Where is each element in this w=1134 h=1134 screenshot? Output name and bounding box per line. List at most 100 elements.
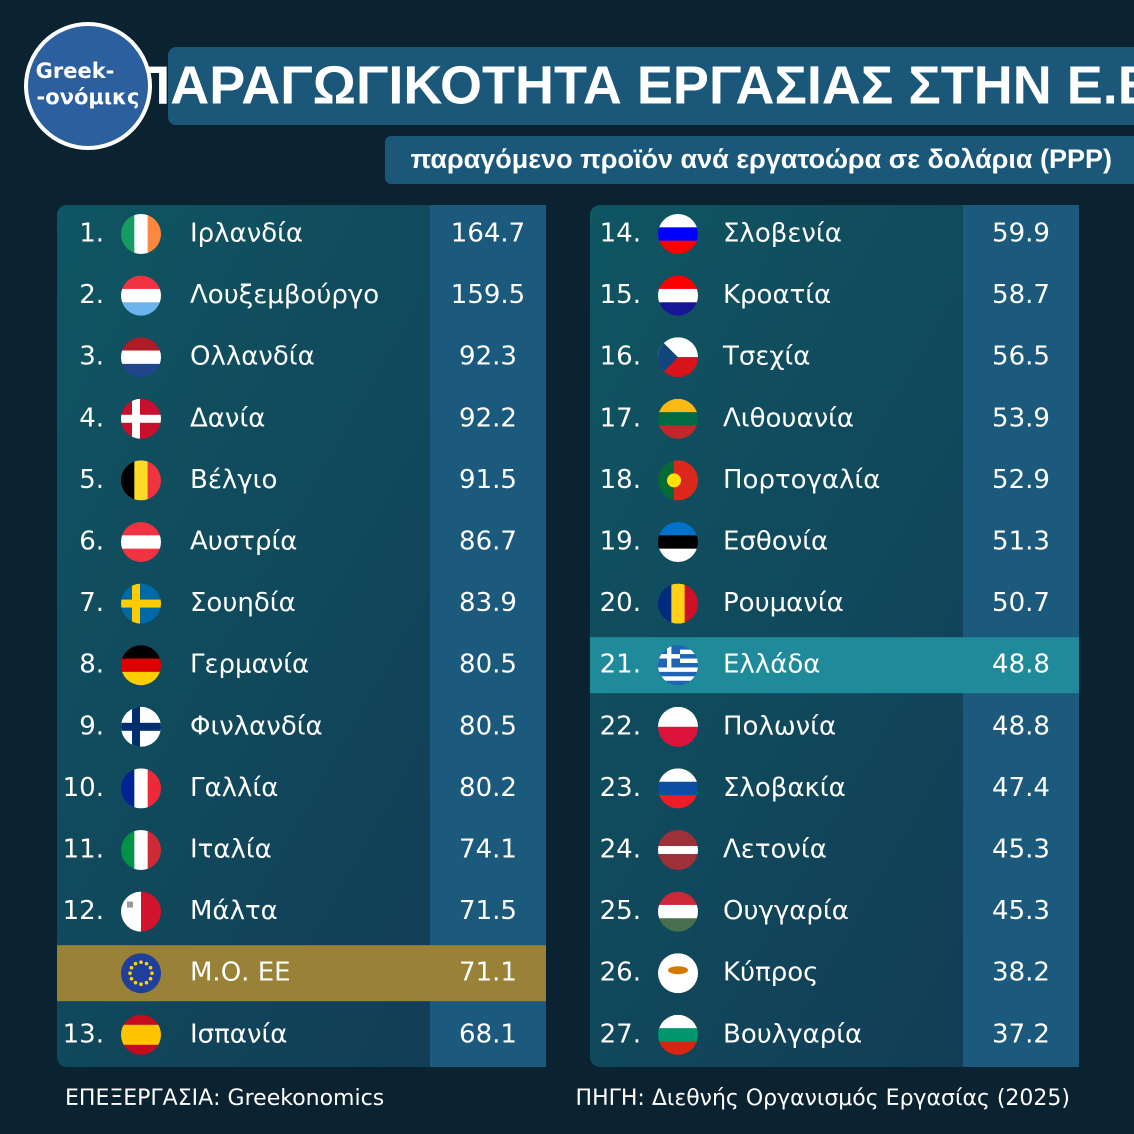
country: Μάλτα — [190, 896, 278, 926]
flag — [121, 768, 161, 809]
flag-stripe — [121, 522, 161, 536]
flag-emblem — [667, 473, 681, 488]
value: 48.8 — [992, 650, 1050, 680]
flag — [658, 891, 698, 932]
flag-stripe — [658, 522, 698, 536]
value: 71.1 — [459, 958, 517, 988]
flag — [121, 337, 161, 378]
flag-stripe — [147, 214, 161, 254]
value: 74.1 — [459, 835, 517, 865]
rank: 5. — [79, 465, 104, 495]
rank: 7. — [79, 588, 104, 618]
flag — [658, 583, 698, 624]
flag-stripe — [121, 891, 141, 932]
subtitle-bar — [385, 136, 1134, 184]
flag-star — [148, 976, 153, 981]
flag-stripe — [658, 398, 698, 413]
rank: 1. — [79, 219, 104, 249]
flag — [121, 645, 161, 686]
flag-bg — [121, 953, 161, 994]
country: Αυστρία — [190, 527, 297, 557]
rank: 21. — [600, 650, 641, 680]
flag-stripe — [658, 904, 698, 919]
flag-stripe — [658, 1014, 698, 1029]
flag-stripe — [121, 548, 161, 562]
flag-stripe — [134, 830, 149, 870]
rank: 9. — [79, 711, 104, 741]
flag — [121, 460, 161, 501]
logo: Greek- -ονόμικς — [24, 22, 152, 150]
value: 56.5 — [992, 342, 1050, 372]
flag-star — [129, 965, 134, 970]
flag-star — [150, 971, 154, 975]
rank: 10. — [63, 773, 104, 803]
country: Λουξεμβούργο — [190, 280, 379, 310]
rank: 17. — [600, 403, 641, 433]
flag-stripe — [134, 214, 149, 254]
country: Γερμανία — [190, 650, 309, 680]
flag-stripe — [121, 460, 135, 501]
title: ΠΑΡΑΓΩΓΙΚΟΤΗΤΑ ΕΡΓΑΣΙΑΣ ΣΤΗΝ Ε.Ε. — [131, 55, 1134, 115]
flag-stripe — [121, 830, 135, 870]
flag — [121, 1014, 161, 1055]
country: Ολλανδία — [190, 342, 315, 372]
flag-star — [139, 960, 143, 964]
flag-stripe — [121, 350, 161, 365]
flag-stripe — [121, 768, 135, 809]
value: 52.9 — [992, 465, 1050, 495]
value: 38.2 — [992, 958, 1050, 988]
value: 86.7 — [459, 527, 517, 557]
logo-text: Greek- — [36, 59, 115, 83]
value: 91.5 — [459, 465, 517, 495]
flag-stripe — [134, 768, 149, 809]
rank: 12. — [63, 896, 104, 926]
flag-star — [139, 982, 143, 986]
flag — [658, 645, 698, 686]
value: 80.5 — [459, 650, 517, 680]
country: Ουγγαρία — [723, 896, 849, 926]
flag-stripe — [658, 460, 674, 501]
value: 92.2 — [459, 403, 517, 433]
flag — [658, 706, 698, 747]
subtitle: παραγόμενο προϊόν ανά εργατοώρα σε δολάρ… — [410, 144, 1112, 174]
country: Τσεχία — [722, 342, 810, 372]
flag-stripe — [658, 548, 698, 562]
rank: 19. — [600, 527, 641, 557]
flag — [121, 891, 161, 932]
flag-star — [144, 980, 149, 985]
value: 92.3 — [459, 342, 517, 372]
flag-stripe — [658, 918, 698, 932]
flag-stripe — [658, 1028, 698, 1042]
flag-stripe — [658, 726, 698, 747]
flag — [658, 522, 698, 562]
flag — [121, 706, 161, 747]
flag-star — [129, 976, 134, 981]
country: Ιρλανδία — [190, 219, 303, 249]
flag-stripe — [147, 768, 161, 809]
flag-stripe — [121, 288, 161, 303]
flag-stripe — [658, 227, 698, 242]
flag-stripe — [121, 1014, 161, 1026]
flag-stripe — [658, 891, 698, 906]
value: 45.3 — [992, 896, 1050, 926]
flag — [658, 460, 698, 501]
rank: 25. — [600, 896, 641, 926]
flag-stripe — [658, 425, 698, 439]
logo-text: -ονόμικς — [37, 85, 140, 109]
rank: 13. — [63, 1019, 104, 1049]
flag-stripe — [671, 583, 686, 624]
rank: 20. — [600, 588, 641, 618]
flag — [121, 953, 161, 994]
rank: 26. — [600, 958, 641, 988]
rank: 2. — [79, 280, 104, 310]
country: Ισπανία — [190, 1019, 287, 1049]
flag-stripe — [147, 830, 161, 870]
flag-stripe — [147, 460, 161, 501]
flag-stripe — [658, 768, 698, 783]
country: Φινλανδία — [190, 711, 323, 741]
value: 45.3 — [992, 835, 1050, 865]
flag — [658, 214, 698, 254]
country: Κροατία — [723, 280, 831, 310]
source: ΠΗΓΗ: Διεθνής Οργανισμός Εργασίας (2025) — [576, 1086, 1070, 1111]
value: 51.3 — [992, 527, 1050, 557]
